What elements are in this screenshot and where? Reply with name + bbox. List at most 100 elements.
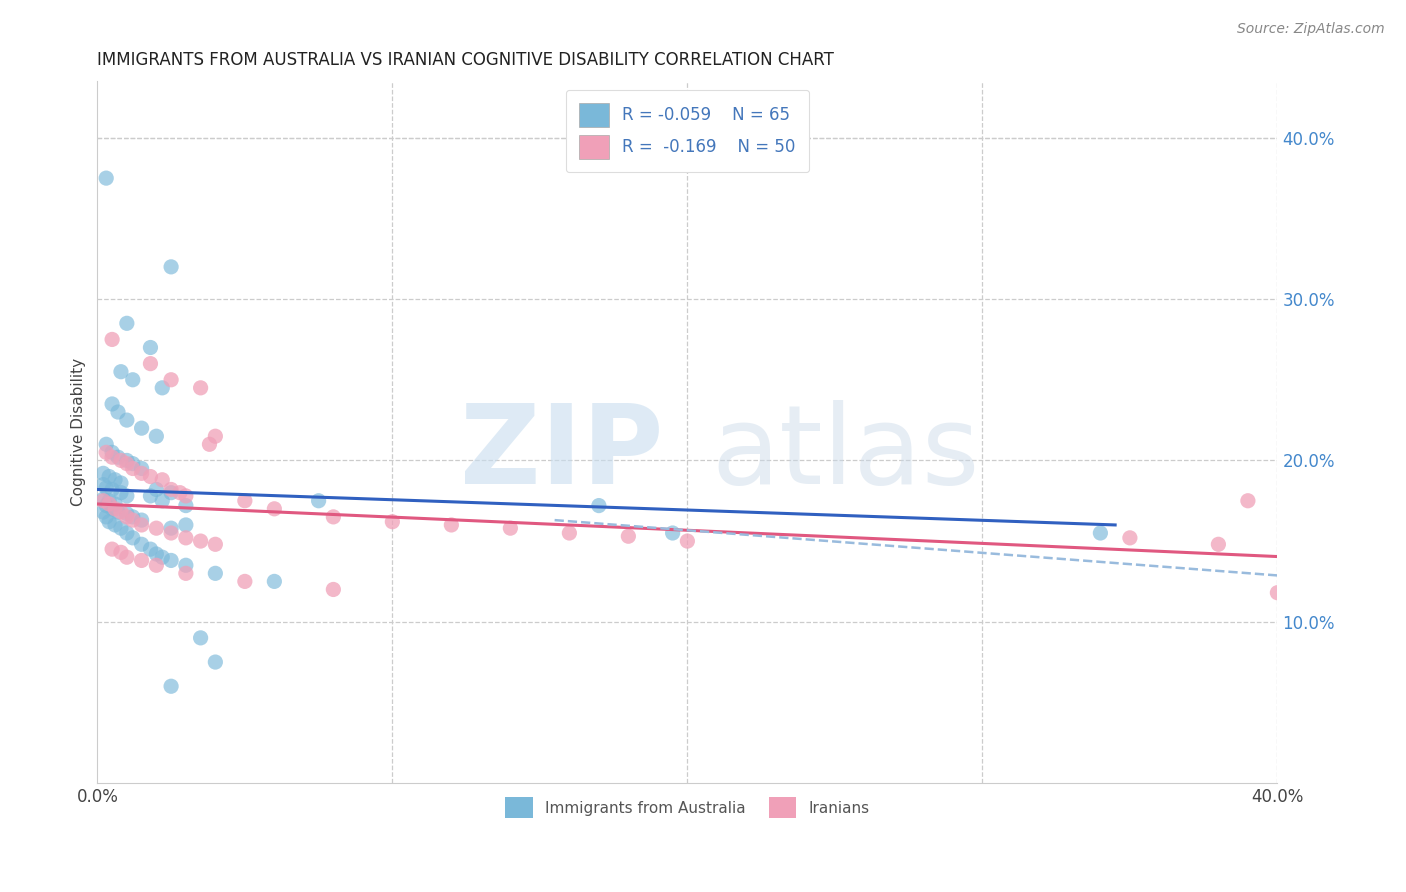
- Point: [131, 518, 153, 533]
- Point: [233, 574, 256, 589]
- Point: [131, 421, 153, 435]
- Point: [160, 553, 183, 567]
- Point: [204, 566, 226, 581]
- Point: [676, 534, 699, 549]
- Point: [1208, 537, 1230, 551]
- Point: [160, 260, 183, 274]
- Point: [263, 501, 285, 516]
- Point: [204, 429, 226, 443]
- Point: [131, 467, 153, 481]
- Point: [150, 550, 173, 565]
- Point: [104, 497, 127, 511]
- Point: [1090, 526, 1112, 541]
- Point: [115, 489, 138, 503]
- Point: [588, 499, 610, 513]
- Point: [98, 469, 121, 483]
- Point: [145, 483, 167, 497]
- Point: [115, 316, 138, 330]
- Point: [101, 397, 124, 411]
- Point: [115, 509, 138, 524]
- Point: [98, 515, 121, 529]
- Point: [115, 413, 138, 427]
- Point: [233, 493, 256, 508]
- Point: [139, 357, 162, 371]
- Point: [101, 450, 124, 465]
- Point: [150, 381, 173, 395]
- Point: [174, 489, 197, 503]
- Point: [160, 485, 183, 500]
- Point: [174, 518, 197, 533]
- Point: [110, 365, 132, 379]
- Point: [131, 461, 153, 475]
- Point: [160, 373, 183, 387]
- Point: [139, 489, 162, 503]
- Point: [104, 501, 127, 516]
- Point: [121, 461, 143, 475]
- Point: [121, 509, 143, 524]
- Point: [91, 467, 114, 481]
- Point: [160, 526, 183, 541]
- Point: [174, 499, 197, 513]
- Point: [115, 457, 138, 471]
- Point: [160, 521, 183, 535]
- Point: [1237, 493, 1260, 508]
- Point: [145, 521, 167, 535]
- Point: [121, 457, 143, 471]
- Point: [145, 558, 167, 573]
- Point: [174, 558, 197, 573]
- Point: [91, 505, 114, 519]
- Point: [115, 550, 138, 565]
- Point: [115, 507, 138, 521]
- Point: [204, 537, 226, 551]
- Point: [101, 483, 124, 497]
- Point: [160, 483, 183, 497]
- Point: [101, 333, 124, 347]
- Point: [1119, 531, 1142, 545]
- Point: [91, 493, 114, 508]
- Point: [145, 547, 167, 561]
- Point: [96, 509, 118, 524]
- Point: [131, 513, 153, 527]
- Point: [121, 373, 143, 387]
- Text: Source: ZipAtlas.com: Source: ZipAtlas.com: [1237, 22, 1385, 37]
- Point: [139, 542, 162, 557]
- Point: [110, 505, 132, 519]
- Point: [104, 473, 127, 487]
- Text: ZIP: ZIP: [460, 400, 664, 507]
- Point: [499, 521, 522, 535]
- Point: [174, 531, 197, 545]
- Point: [204, 655, 226, 669]
- Point: [190, 381, 212, 395]
- Point: [96, 437, 118, 451]
- Point: [661, 526, 683, 541]
- Point: [96, 445, 118, 459]
- Point: [110, 453, 132, 467]
- Point: [322, 582, 344, 597]
- Point: [190, 534, 212, 549]
- Point: [110, 485, 132, 500]
- Point: [617, 529, 640, 543]
- Point: [139, 469, 162, 483]
- Point: [98, 497, 121, 511]
- Point: [98, 493, 121, 508]
- Point: [150, 493, 173, 508]
- Point: [1267, 585, 1289, 599]
- Point: [558, 526, 581, 541]
- Point: [110, 521, 132, 535]
- Point: [263, 574, 285, 589]
- Point: [101, 542, 124, 557]
- Point: [96, 171, 118, 186]
- Text: IMMIGRANTS FROM AUSTRALIA VS IRANIAN COGNITIVE DISABILITY CORRELATION CHART: IMMIGRANTS FROM AUSTRALIA VS IRANIAN COG…: [97, 51, 834, 69]
- Point: [160, 679, 183, 693]
- Point: [381, 515, 404, 529]
- Text: atlas: atlas: [711, 400, 980, 507]
- Point: [169, 485, 191, 500]
- Point: [110, 475, 132, 490]
- Point: [322, 509, 344, 524]
- Point: [104, 518, 127, 533]
- Point: [131, 537, 153, 551]
- Point: [440, 518, 463, 533]
- Point: [150, 473, 173, 487]
- Point: [145, 429, 167, 443]
- Legend: Immigrants from Australia, Iranians: Immigrants from Australia, Iranians: [499, 790, 876, 824]
